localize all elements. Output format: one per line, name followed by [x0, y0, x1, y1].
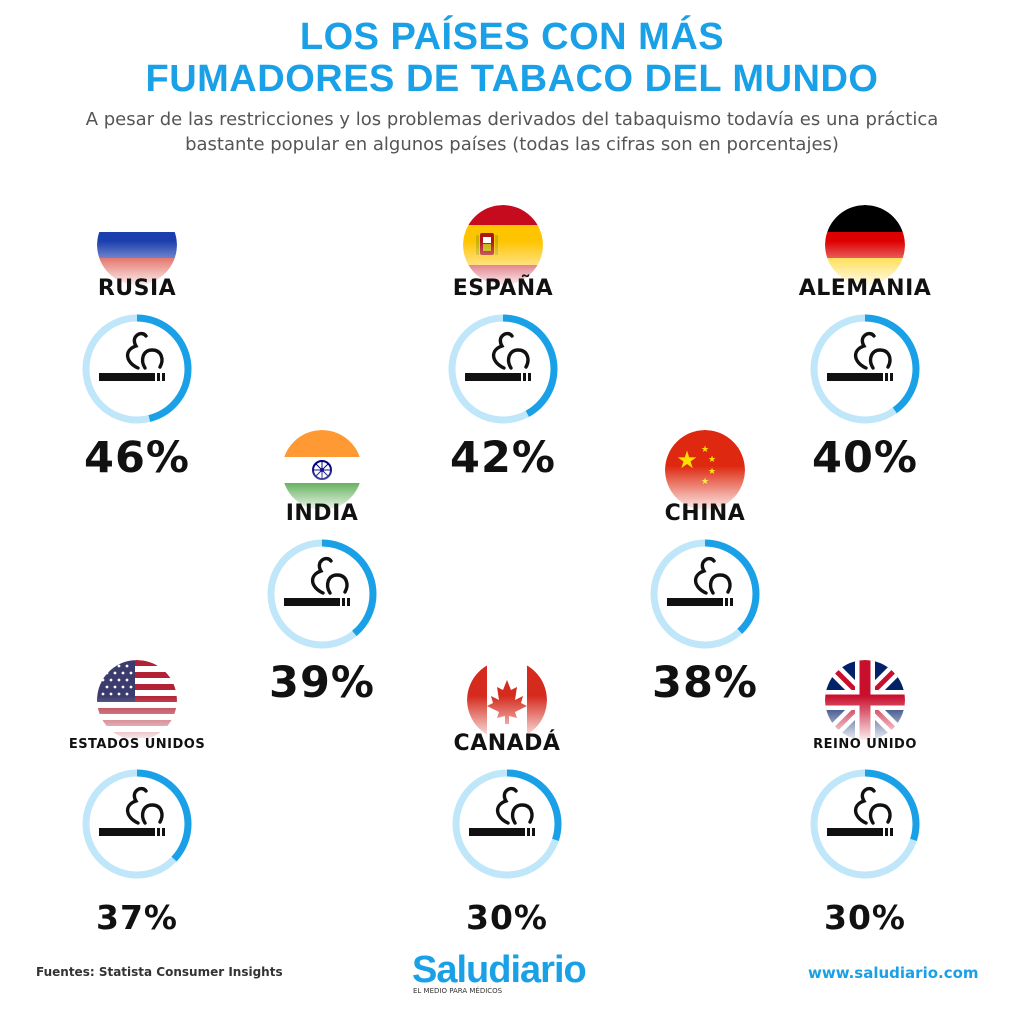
gauge-fill: [82, 769, 192, 879]
country-card-usa: ESTADOS UNIDOS 37%: [17, 660, 257, 990]
page-subtitle-line-1: A pesar de las restricciones y los probl…: [85, 109, 939, 130]
brand-tagline: EL MEDIO PARA MÉDICOS: [413, 987, 503, 995]
country-card-spain: ESPAÑA 42%: [383, 205, 623, 535]
smoking-icon: [469, 786, 535, 836]
gauge-fill: [650, 539, 760, 649]
gauge-fill: [452, 769, 562, 879]
page-subtitle-line-2: bastante popular en algunos países (toda…: [185, 134, 839, 155]
country-card-china: ★ ★ ★ ★ ★ CHINA 38%: [585, 430, 825, 760]
gauge: [267, 539, 377, 649]
gauge-fill: [448, 314, 558, 424]
gauge: [82, 769, 192, 879]
gauge-fill: [810, 769, 920, 879]
svg-text:★: ★: [708, 467, 716, 477]
country-name: RUSIA: [97, 276, 177, 301]
gauge-fill: [82, 314, 192, 424]
svg-text:★: ★: [708, 455, 716, 465]
gauge: [650, 539, 760, 649]
smoking-icon: [99, 331, 165, 381]
country-name: CANADÁ: [453, 731, 561, 756]
country-name: REINO UNIDO: [813, 737, 917, 752]
country-name: INDIA: [285, 501, 359, 526]
svg-text:★: ★: [701, 477, 709, 487]
percentage-label: 38%: [652, 658, 758, 708]
website-link[interactable]: www.saludiario.com: [808, 964, 979, 982]
percentage-label: 39%: [269, 658, 375, 708]
country-card-russia: RUSIA 46%: [17, 205, 257, 535]
smoking-icon: [827, 331, 893, 381]
country-name: CHINA: [664, 501, 746, 526]
country-card-germany: ALEMANIA 40%: [745, 205, 985, 535]
gauge: [448, 314, 558, 424]
smoking-icon: [465, 331, 531, 381]
gauge: [810, 314, 920, 424]
percentage-label: 46%: [84, 433, 190, 483]
spain-flag-icon: [463, 205, 543, 285]
percentage-label: 42%: [450, 433, 556, 483]
india-flag-icon: [282, 430, 362, 510]
country-card-uk: REINO UNIDO 30%: [745, 660, 985, 990]
country-name: ESPAÑA: [452, 276, 554, 301]
gauge: [810, 769, 920, 879]
page-title-line-1: LOS PAÍSES CON MÁS: [299, 16, 725, 58]
smoking-icon: [667, 556, 733, 606]
source-note: Fuentes: Statista Consumer Insights: [36, 965, 283, 979]
gauge: [452, 769, 562, 879]
smoking-icon: [284, 556, 350, 606]
smoking-icon: [99, 786, 165, 836]
country-card-canada: CANADÁ 30%: [387, 660, 627, 990]
percentage-label: 30%: [466, 898, 548, 937]
percentage-label: 37%: [96, 898, 178, 937]
gauge: [82, 314, 192, 424]
russia-flag-icon: [97, 205, 177, 285]
country-name: ESTADOS UNIDOS: [68, 737, 206, 752]
canada-flag-icon: [467, 660, 547, 740]
svg-text:★: ★: [676, 446, 698, 474]
china-flag-icon: ★ ★ ★ ★ ★: [665, 430, 745, 510]
country-name: ALEMANIA: [798, 276, 932, 301]
percentage-label: 40%: [812, 433, 918, 483]
brand-logo: Saludiario: [412, 949, 587, 991]
uk-flag-icon: [825, 660, 905, 740]
percentage-label: 30%: [824, 898, 906, 937]
country-card-india: INDIA 39%: [202, 430, 442, 760]
germany-flag-icon: [825, 205, 905, 285]
svg-text:★: ★: [701, 445, 709, 455]
page-title-line-2: FUMADORES DE TABACO DEL MUNDO: [145, 58, 879, 100]
gauge-fill: [267, 539, 377, 649]
smoking-icon: [827, 786, 893, 836]
gauge-fill: [810, 314, 920, 424]
usa-flag-icon: [97, 660, 177, 740]
